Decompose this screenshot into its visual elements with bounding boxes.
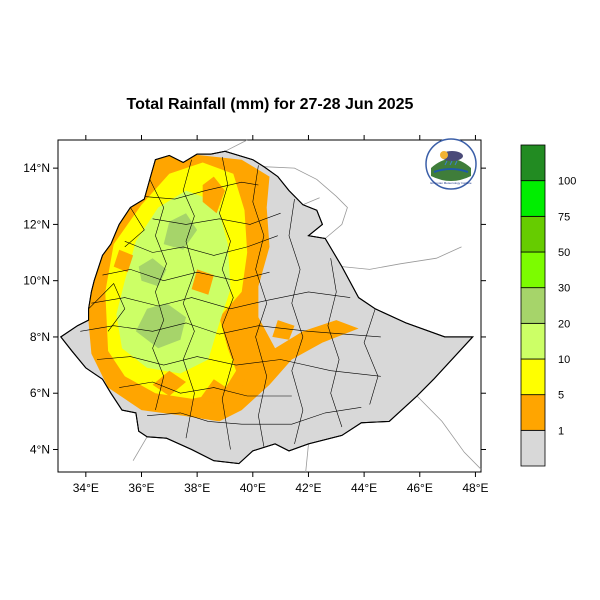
legend-swatch	[520, 144, 546, 182]
rainfall-area	[241, 362, 267, 388]
x-tick-label: 36°E	[128, 481, 154, 495]
y-tick-label: 8°N	[30, 330, 50, 344]
y-tick-label: 14°N	[23, 161, 50, 175]
x-tick-label: 34°E	[73, 481, 99, 495]
x-tick-label: 40°E	[240, 481, 266, 495]
neighbor-border-line	[302, 197, 320, 206]
zone-boundary	[147, 407, 362, 425]
x-tick-label: 38°E	[184, 481, 210, 495]
legend-label: 10	[558, 354, 570, 366]
legend-swatch	[520, 215, 546, 253]
y-tick-label: 4°N	[30, 442, 50, 456]
zone-boundary	[182, 159, 195, 439]
zone-boundary	[141, 181, 259, 200]
neighbor-border-line	[132, 436, 148, 461]
map-title: Total Rainfall (mm) for 27-28 Jun 2025	[126, 96, 414, 113]
legend-label: 30	[558, 283, 570, 295]
legend-label: 1	[558, 425, 564, 437]
zone-boundary	[149, 179, 167, 411]
x-tick-label: 44°E	[351, 481, 377, 495]
rainfall-area	[191, 269, 214, 295]
neighbor-border-line	[224, 139, 248, 152]
y-tick-label: 10°N	[23, 274, 50, 288]
zone-boundaries	[80, 156, 381, 450]
zone-boundary	[91, 291, 351, 310]
rainfall-area	[135, 303, 186, 349]
neighbor-border-line	[305, 443, 309, 473]
zone-boundary	[88, 282, 126, 332]
neighbor-border-line	[416, 395, 482, 470]
rainfall-area	[208, 353, 234, 377]
legend-swatch	[520, 180, 546, 217]
x-tick-label: 42°E	[295, 481, 321, 495]
y-tick-label: 6°N	[30, 386, 50, 400]
ethiopia-border	[60, 150, 474, 465]
zone-boundary	[102, 269, 270, 282]
legend-label: 75	[558, 211, 570, 223]
x-tick-label: 46°E	[407, 481, 433, 495]
neighbor-borders	[132, 139, 482, 473]
legend-label: 5	[558, 390, 564, 402]
rainfall-area	[202, 176, 225, 214]
zone-boundary	[219, 156, 234, 450]
zone-boundary	[124, 207, 145, 248]
color-legend: 1 5 10 20 30 50 75 100	[520, 144, 576, 467]
neighbor-border-line	[341, 246, 462, 270]
rainfall-area	[272, 320, 295, 340]
legend-label: 20	[558, 318, 570, 330]
svg-text:Ethiopian Meteorology Institut: Ethiopian Meteorology Institute	[430, 181, 472, 185]
zone-boundary	[119, 381, 292, 397]
x-tick-label: 48°E	[462, 481, 488, 495]
legend-swatch	[520, 394, 546, 431]
zone-boundary	[80, 322, 381, 338]
legend-swatch	[520, 358, 546, 396]
zone-boundary	[327, 258, 343, 428]
zone-boundary	[96, 356, 381, 377]
zone-boundary	[288, 199, 304, 444]
legend-swatch	[520, 322, 546, 360]
x-axis: 34°E 36°E 38°E 40°E 42°E 44°E 46°E 48°E	[73, 135, 489, 495]
y-axis: 14°N 12°N 10°N 8°N 6°N 4°N	[23, 161, 486, 456]
zone-boundary	[363, 308, 379, 405]
zone-boundary	[152, 212, 281, 225]
y-tick-label: 12°N	[23, 217, 50, 231]
legend-label: 50	[558, 247, 570, 259]
zone-boundary	[124, 235, 278, 256]
rainfall-area	[199, 379, 231, 405]
legend-swatch	[520, 287, 546, 324]
rainfall-area	[113, 249, 134, 273]
legend-swatch	[520, 429, 546, 467]
zone-boundary	[252, 165, 268, 447]
rainfall-area	[152, 370, 186, 396]
ethiopian-meteorology-institute-logo: Ethiopian Meteorology Institute	[425, 138, 477, 190]
neighbor-border-line	[263, 166, 348, 239]
legend-label: 100	[558, 176, 576, 188]
legend-swatch	[520, 251, 546, 289]
